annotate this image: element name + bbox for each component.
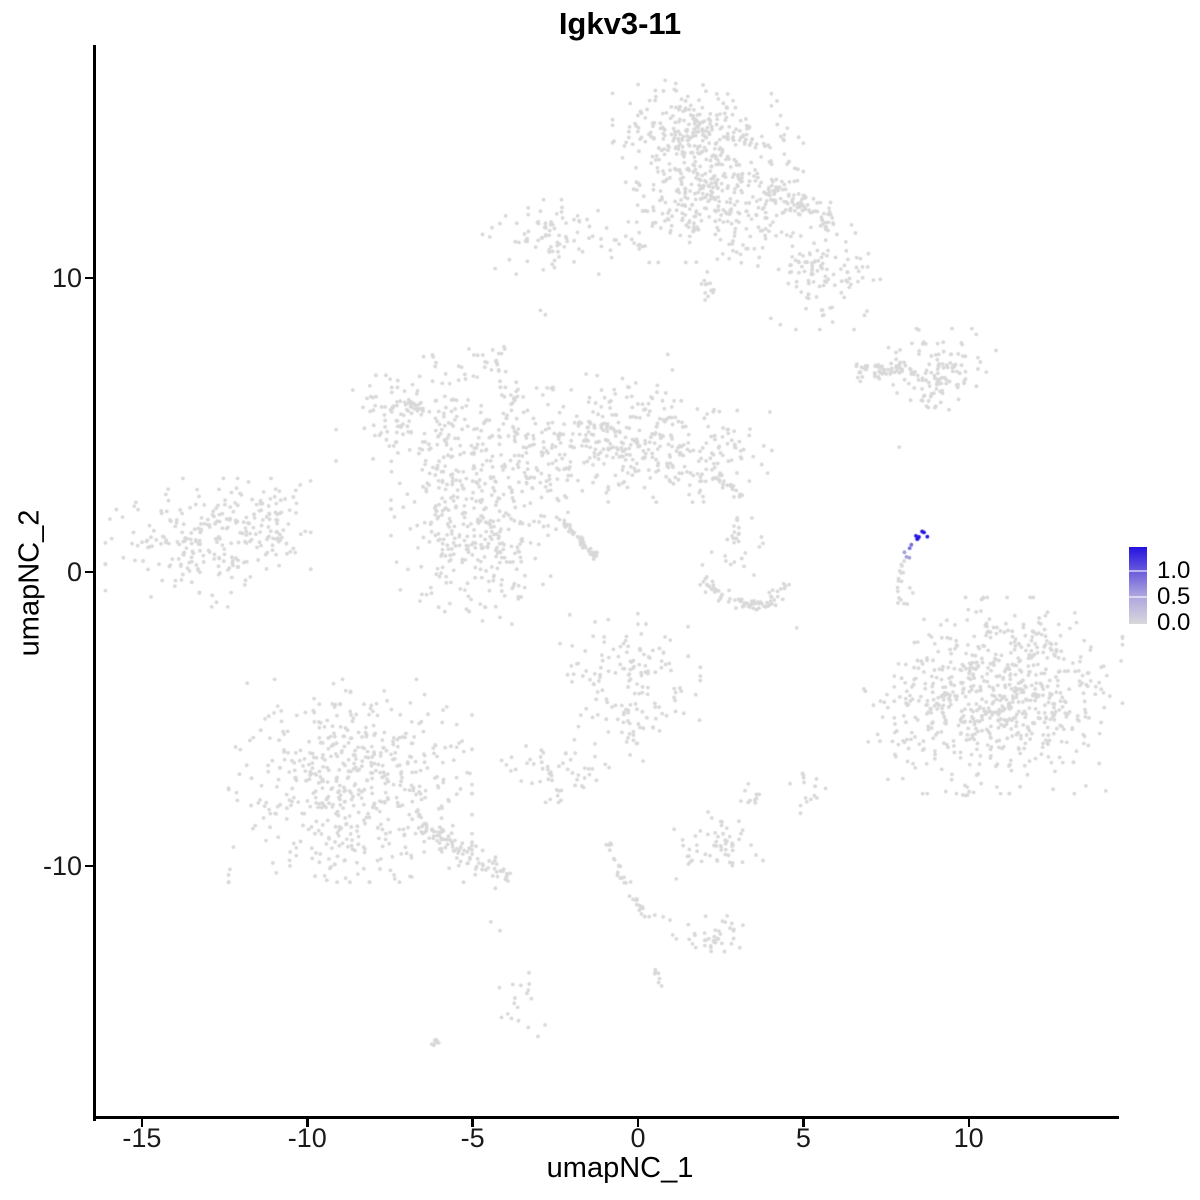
x-tick-mark	[306, 1119, 309, 1127]
legend-bar-tick-05	[1129, 596, 1147, 598]
x-tick-label: -15	[122, 1123, 162, 1153]
x-tick-label: 0	[630, 1123, 646, 1153]
x-tick-mark	[967, 1119, 970, 1127]
x-tick-label: -10	[287, 1123, 327, 1153]
x-axis-title: umapNC_1	[546, 1152, 694, 1184]
x-tick-mark	[636, 1119, 640, 1127]
x-tick-mark	[471, 1119, 474, 1127]
legend-label-1.0: 1.0	[1157, 557, 1191, 584]
y-axis-title: umapNC_2	[13, 509, 46, 657]
legend-label-0.5: 0.5	[1157, 583, 1191, 610]
x-tick-mark	[140, 1119, 144, 1127]
x-axis-line	[93, 1116, 1119, 1119]
y-tick-mark	[85, 864, 93, 868]
x-tick-label: 5	[795, 1123, 811, 1153]
x-tick-label: 10	[953, 1123, 984, 1153]
x-tick-label: -5	[460, 1123, 485, 1153]
y-tick-label: -10	[42, 851, 82, 881]
y-tick-mark	[85, 276, 93, 280]
y-tick-label: 10	[51, 263, 82, 293]
legend-label-0.0: 0.0	[1157, 609, 1191, 636]
x-tick-mark	[802, 1119, 805, 1127]
y-tick-mark	[85, 570, 93, 574]
y-axis-line	[93, 45, 96, 1121]
y-tick-label: 0	[66, 557, 82, 587]
legend-bar-tick-1	[1129, 570, 1147, 572]
legend-gradient-bar	[1129, 547, 1147, 624]
